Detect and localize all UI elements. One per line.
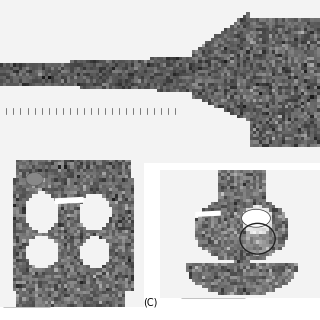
Text: eo: eo xyxy=(237,208,246,217)
Text: bo: bo xyxy=(13,173,22,182)
Text: so: so xyxy=(37,173,46,182)
Ellipse shape xyxy=(242,209,270,227)
Text: so: so xyxy=(231,183,239,192)
Ellipse shape xyxy=(26,172,43,186)
Text: (C): (C) xyxy=(143,297,157,308)
Text: bo: bo xyxy=(250,239,259,248)
Text: fm: fm xyxy=(240,221,250,230)
Polygon shape xyxy=(55,197,84,204)
Text: q: q xyxy=(191,244,196,252)
Text: pfc: pfc xyxy=(9,266,20,275)
Text: sq: sq xyxy=(173,205,182,214)
Text: na: na xyxy=(38,279,48,288)
Text: sq: sq xyxy=(92,196,100,204)
Polygon shape xyxy=(195,211,221,217)
Text: pa: pa xyxy=(14,194,24,203)
